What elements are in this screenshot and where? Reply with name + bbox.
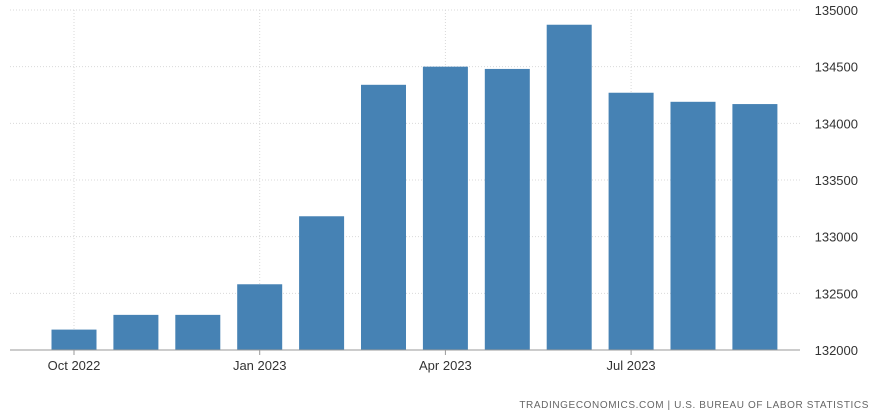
y-tick-label: 133500 bbox=[815, 173, 858, 188]
y-tick-label: 135000 bbox=[815, 3, 858, 18]
bar-jun-2023 bbox=[546, 24, 592, 350]
y-axis: 132000 132500 133000 133500 134000 134500 1350… bbox=[815, 3, 858, 358]
x-tick-label: Jan 2023 bbox=[233, 358, 287, 373]
y-tick-label: 134500 bbox=[815, 60, 858, 75]
bar-feb-2023 bbox=[299, 216, 345, 350]
x-axis: Oct 2022 Jan 2023 Apr 2023 Jul 2023 bbox=[10, 349, 800, 373]
y-tick-label: 133000 bbox=[815, 230, 858, 245]
bar-jan-2023 bbox=[237, 284, 283, 350]
bar-mar-2023 bbox=[361, 84, 406, 351]
bar-oct-2022 bbox=[51, 329, 97, 350]
x-tick-label: Jul 2023 bbox=[607, 358, 656, 373]
source-credit: TRADINGECONOMICS.COM | U.S. BUREAU OF LA… bbox=[519, 400, 869, 411]
x-tick-label: Apr 2023 bbox=[419, 358, 472, 373]
bar-may-2023 bbox=[484, 68, 530, 350]
bar-aug-2023 bbox=[670, 101, 716, 350]
y-tick-label: 132000 bbox=[815, 343, 858, 358]
bar-sep-2023 bbox=[732, 104, 778, 350]
bar-apr-2023 bbox=[422, 66, 468, 351]
bar-jul-2023 bbox=[608, 92, 654, 350]
x-tick-label: Oct 2022 bbox=[48, 358, 101, 373]
y-tick-label: 134000 bbox=[815, 116, 858, 131]
y-tick-label: 132500 bbox=[815, 286, 858, 301]
bar-dec-2022 bbox=[175, 314, 221, 350]
bars bbox=[51, 24, 778, 351]
bar-nov-2022 bbox=[113, 314, 159, 350]
